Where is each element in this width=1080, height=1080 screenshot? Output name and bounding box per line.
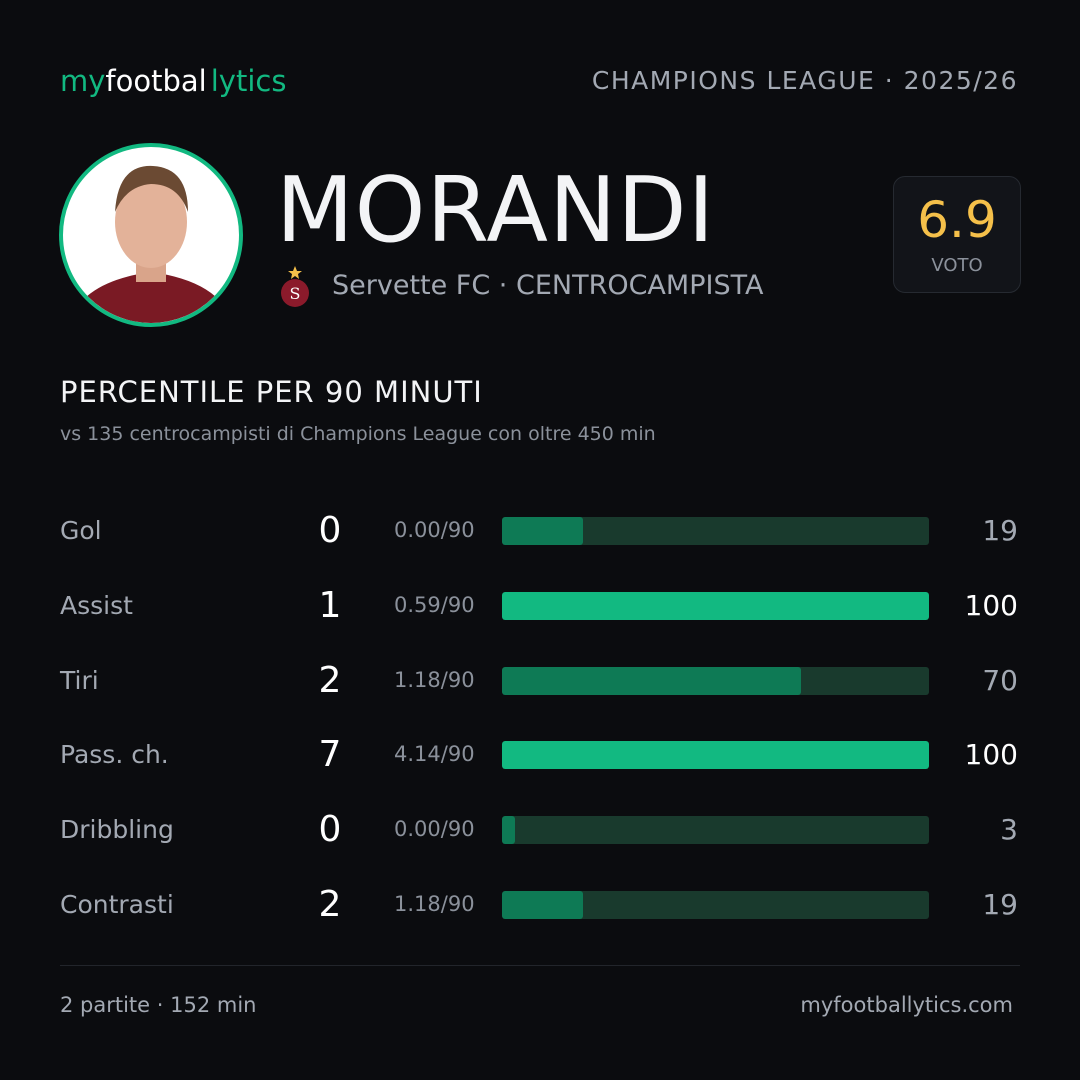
stat-percentile: 19 [982,514,1018,547]
stat-per90: 0.00/90 [394,817,475,842]
bar-track [502,891,929,919]
footer-summary: 2 partite · 152 min [60,993,257,1017]
stat-percentile: 19 [982,888,1018,921]
stat-row: Assist 1 0.59/90 100 [0,584,1080,626]
brand-part: footbal [105,64,207,98]
svg-text:S: S [290,284,301,303]
stat-count: 0 [318,809,342,851]
stat-count: 2 [318,884,342,925]
percentile-bar [502,591,929,620]
brand-part: lytics [210,64,287,98]
competition: CHAMPIONS LEAGUE · 2025/26 [591,66,1018,95]
stat-label: Pass. ch. [60,740,169,770]
bar-track [502,591,929,620]
divider [60,965,1020,966]
stat-per90: 4.14/90 [394,742,475,767]
club-line: Servette FC · CENTROCAMPISTA [332,270,763,301]
stat-count: 7 [318,734,342,776]
percentile-bar [502,816,515,845]
stat-label: Dribbling [60,815,174,845]
bar-track [502,816,929,845]
player-name: MORANDI [276,158,716,263]
player-photo [59,143,243,327]
rating-box: 6.9 VOTO [893,176,1021,293]
stat-percentile: 3 [1000,813,1018,847]
stat-count: 2 [318,659,342,701]
percentile-bar [502,891,584,919]
stat-label: Assist [60,590,133,620]
stat-row: Dribbling 0 0.00/90 3 [0,809,1080,851]
stat-row: Contrasti 2 1.18/90 19 [0,884,1080,925]
stat-percentile: 70 [982,663,1018,697]
rating: 6.9 [917,191,997,249]
stat-row: Pass. ch. 7 4.14/90 100 [0,734,1080,776]
bar-track [502,741,929,770]
percentile-bar [502,517,584,545]
stat-percentile: 100 [964,738,1018,772]
stat-percentile: 100 [964,588,1018,622]
percentile-bar [502,666,801,695]
brand: myfootbal lytics [60,64,286,98]
stat-count: 0 [318,510,342,551]
stat-row: Tiri 2 1.18/90 70 [0,659,1080,701]
bar-track [502,666,929,695]
stat-count: 1 [318,584,342,626]
section-title: PERCENTILE PER 90 MINUTI [60,375,483,409]
percentile-bar [502,741,929,770]
rating-label: VOTO [931,255,983,276]
club: Servette FC [332,270,491,301]
club-badge: S [281,266,309,307]
stat-label: Gol [60,516,102,545]
footer-site: myfootballytics.com [800,993,1013,1017]
stat-per90: 1.18/90 [394,667,475,692]
stat-per90: 1.18/90 [394,892,475,916]
stat-per90: 0.59/90 [394,592,475,617]
stat-label: Contrasti [60,890,174,919]
stat-row: Gol 0 0.00/90 19 [0,510,1080,551]
brand-part: my [60,64,106,98]
bar-track [502,517,929,545]
role: · CENTROCAMPISTA [498,270,764,301]
stat-label: Tiri [60,665,99,695]
stat-per90: 0.00/90 [394,518,475,542]
section-subtitle: vs 135 centrocampisti di Champions Leagu… [60,423,656,445]
